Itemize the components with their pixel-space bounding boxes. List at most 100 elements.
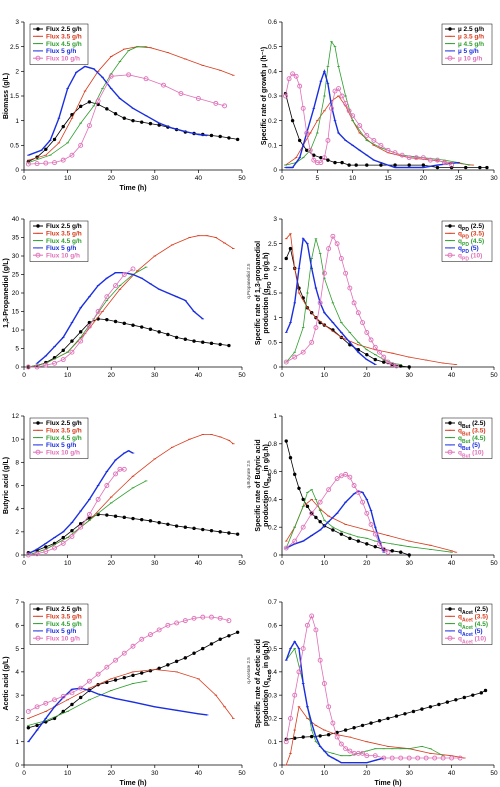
y-tick-label: 0 [273, 552, 277, 559]
data-point [217, 615, 223, 621]
y-tick-label: 0 [15, 762, 19, 769]
data-point [44, 545, 48, 549]
legend-label: Flux 10 g/h [46, 252, 80, 259]
data-point [309, 339, 315, 345]
data-point [364, 510, 370, 516]
data-point [95, 98, 101, 104]
data-point [338, 473, 344, 479]
data-point [464, 165, 468, 170]
data-point [235, 532, 240, 536]
data-point [356, 539, 361, 543]
y-tick-label: 0.6 [268, 622, 277, 629]
data-point [201, 527, 205, 532]
x-tick-label: 40 [195, 560, 203, 567]
legend-item: qBut (2.5) [445, 420, 486, 430]
data-point [104, 294, 110, 300]
data-point [34, 551, 40, 557]
data-point [183, 337, 188, 341]
legend-label: qAcet (4.5) [458, 621, 488, 631]
x-tick-label: 30 [406, 560, 414, 567]
y-tick-label: 4 [15, 506, 19, 513]
data-point [35, 252, 41, 258]
y-axis-label: 1,3-Propanediol (g/L) [3, 258, 10, 328]
data-point [283, 359, 289, 365]
y-axis-label-line: Specific rate of 1,3-propanediol [255, 241, 262, 345]
x-tick-label: 50 [238, 560, 246, 567]
series-3 [284, 237, 377, 366]
data-point [178, 91, 184, 96]
y-axis-label-line: production (qBut in g/g.h) [263, 444, 273, 527]
data-point [305, 504, 310, 509]
legend-label: Flux 3.5 g/h [46, 34, 82, 41]
y-tick-label: 2.5 [268, 241, 277, 248]
data-point [435, 157, 440, 163]
legend-item: Flux 3.5 g/h [33, 614, 82, 621]
data-point [373, 544, 377, 549]
x-tick-label: 10 [349, 175, 357, 182]
y-axis-label: Specific rate of 1,3-propanediol producti… [255, 241, 273, 345]
y-axis-label: Biomass (g/L) [3, 73, 10, 119]
x-tick-label: 30 [406, 372, 414, 379]
series-line [285, 614, 461, 759]
legend-label: Flux 4.5 g/h [46, 621, 82, 628]
y-axis-label: Acetic acid (g/L) [3, 656, 10, 710]
data-point [113, 283, 119, 289]
svg-text:q.Propanediol 2.5: q.Propanediol 2.5 [246, 263, 251, 299]
series-4 [283, 71, 455, 168]
data-point [340, 160, 344, 165]
legend-item: Flux 4.5 g/h [33, 435, 82, 442]
axes: 0 0.1 0.2 0.3 0.4 0.5 0.6 0 5 10 15 20 25 30 [268, 19, 498, 182]
data-point [318, 519, 322, 524]
data-point [25, 552, 31, 558]
data-point [300, 524, 306, 530]
data-point [448, 27, 452, 31]
y-axis-label-line: Specific rate of Butyric acid [255, 439, 262, 531]
data-point [365, 352, 369, 357]
y-axis-label-line: Biomass (g/L) [3, 73, 10, 119]
y-tick-label: 4 [15, 669, 19, 676]
data-point [60, 540, 66, 546]
data-point [319, 155, 323, 160]
data-point [131, 673, 135, 678]
series-2 [284, 238, 403, 365]
series-4 [25, 72, 228, 167]
data-point [113, 319, 118, 324]
x-tick-label: 10 [64, 372, 72, 379]
data-point [290, 118, 295, 123]
data-point [343, 746, 349, 752]
legend-item: qAcet (4.5) [445, 621, 488, 631]
y-tick-label: 0.6 [268, 19, 277, 26]
data-point [148, 121, 153, 126]
data-point [122, 116, 126, 120]
x-tick-label: 20 [363, 770, 371, 777]
series-2 [284, 647, 445, 757]
data-point [284, 256, 288, 261]
legend-item: Flux 2.5 g/h [33, 223, 82, 230]
series-line [285, 40, 470, 166]
data-point [313, 325, 319, 330]
legend-label: qAcet (2.5) [458, 606, 488, 616]
legend-label: Flux 3.5 g/h [46, 614, 82, 621]
x-tick-label: 10 [321, 560, 329, 567]
data-point [166, 663, 170, 667]
y-tick-label: 0.3 [268, 93, 277, 100]
series-line [285, 237, 376, 366]
data-point [140, 325, 144, 329]
series-line [285, 647, 444, 757]
series-line [285, 498, 456, 553]
series-3 [35, 272, 205, 364]
data-point [43, 160, 49, 166]
data-point [166, 332, 170, 337]
x-tick-label: 10 [64, 560, 72, 567]
legend-item: Flux 10 g/h [33, 55, 80, 62]
data-point [300, 105, 306, 111]
x-tick-label: 30 [490, 175, 498, 182]
svg-text:q.Butyrate 2.5: q.Butyrate 2.5 [246, 460, 251, 489]
x-tick-label: 20 [108, 770, 116, 777]
series-line [28, 74, 225, 165]
legend-label: Flux 4.5 g/h [46, 435, 82, 442]
data-point [373, 357, 377, 362]
series-line [286, 690, 486, 740]
y-axis-label-line: Specific rate of Acetic acid [255, 639, 262, 728]
